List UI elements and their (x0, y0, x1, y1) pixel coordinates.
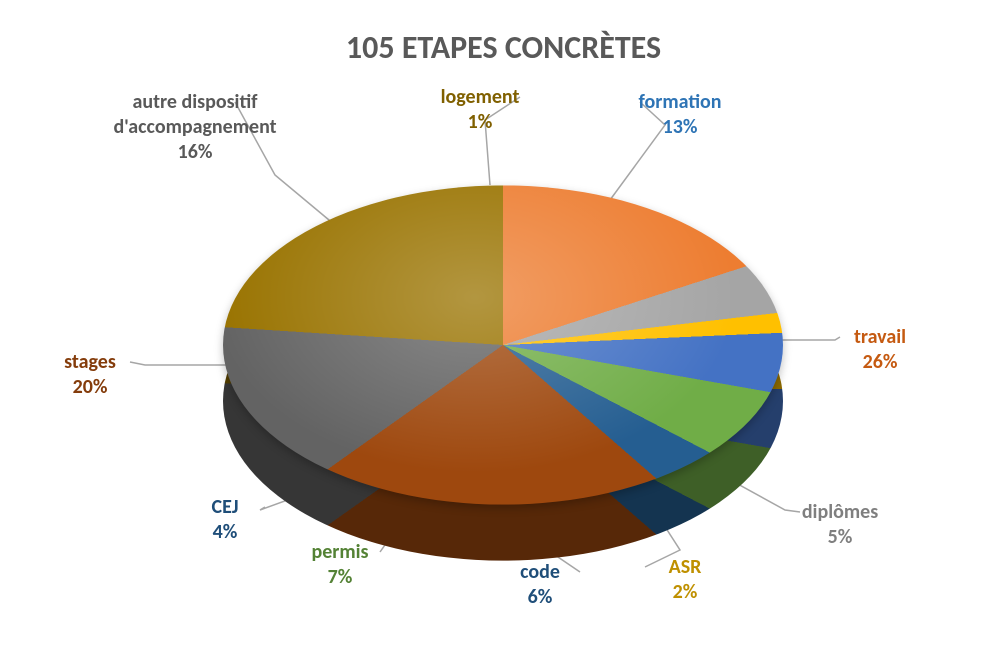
slice-label-ASR: ASR2% (669, 555, 702, 605)
slice-name: formation (638, 90, 721, 114)
slice-label-formation: formation13% (638, 90, 721, 140)
slice-name: code (520, 560, 560, 584)
slice-percent: 7% (328, 565, 353, 589)
slice-percent: 1% (468, 110, 493, 134)
slice-percent: 2% (673, 580, 698, 604)
slice-percent: 6% (528, 585, 553, 609)
slice-percent: 5% (828, 525, 853, 549)
slice-name: CEJ (212, 495, 239, 519)
slice-name: ASR (669, 555, 702, 579)
slice-label-stages: stages20% (64, 350, 116, 400)
slice-percent: 20% (73, 375, 108, 399)
slice-label-logement: logement1% (441, 85, 520, 135)
slice-label-code: code6% (520, 560, 560, 610)
slice-percent: 26% (863, 350, 898, 374)
slice-percent: 16% (178, 140, 213, 164)
slice-label-travail: travail26% (854, 325, 906, 375)
slice-label-diplômes: diplômes5% (802, 500, 878, 550)
pie-top-face (223, 185, 783, 504)
pie-chart: 105 ETAPES CONCRÈTES formation13%travail… (0, 0, 1007, 660)
slice-name: stages (64, 350, 116, 374)
pie-wrap (223, 65, 783, 625)
slice-name: travail (854, 325, 906, 349)
slice-name: diplômes (802, 500, 878, 524)
slice-label-autre-dispositif-d'accompagnement: autre dispositif d'accompagnement16% (113, 90, 276, 165)
slice-name: permis (311, 540, 368, 564)
slice-name: logement (441, 85, 520, 109)
slice-name: autre dispositif d'accompagnement (113, 90, 276, 139)
slice-percent: 4% (213, 520, 238, 544)
slice-label-permis: permis7% (311, 540, 368, 590)
slice-percent: 13% (663, 115, 698, 139)
slice-label-CEJ: CEJ4% (212, 495, 239, 545)
